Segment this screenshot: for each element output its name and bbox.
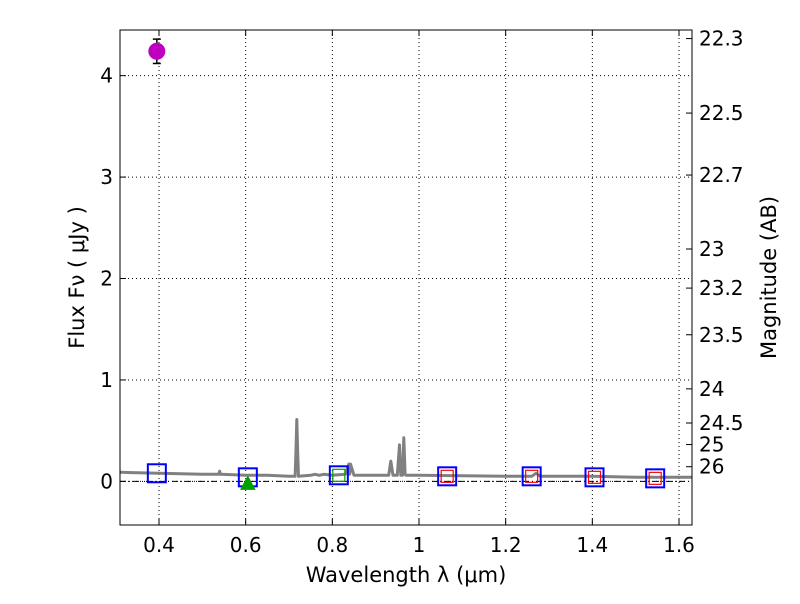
model-box-inner (525, 469, 539, 483)
mag-tick-label: 23 (699, 237, 724, 261)
x-tick-label: 1.2 (490, 533, 522, 557)
ticks-layer: 0.4 0.6 0.8 1 1.2 1.4 1.60123422.322.522.72323… (100, 27, 743, 557)
x-tick-label: 1.4 (576, 533, 608, 557)
model-box (584, 467, 605, 488)
model-boxes-layer (146, 463, 666, 489)
x-tick-label: 1 (413, 533, 426, 557)
model-box-inner (332, 468, 346, 482)
upper-limit-marker (239, 475, 256, 490)
model-box (437, 466, 458, 487)
y-tick-label: 2 (100, 267, 113, 291)
y-tick-label: 0 (100, 469, 113, 493)
mag-tick-label: 22.5 (699, 101, 744, 125)
y2-axis-title: Magnitude (AB) (757, 196, 781, 359)
y-tick-label: 1 (100, 368, 113, 392)
mag-tick-label: 22.7 (699, 163, 744, 187)
detection-marker (148, 42, 166, 60)
mag-tick-label: 26 (699, 455, 724, 479)
model-box-inner (587, 470, 602, 484)
x-tick-label: 0.6 (230, 533, 262, 557)
x-tick-label: 0.4 (143, 533, 175, 557)
mag-tick-label: 25 (699, 433, 724, 457)
x-axis-title: Wavelength λ (μm) (306, 563, 507, 587)
model-spectrum-line (119, 418, 692, 479)
y-axis-title: Flux Fν ( μJy ) (65, 206, 89, 349)
mag-tick-label: 22.3 (699, 27, 744, 51)
data-points-layer (148, 38, 256, 490)
y-tick-label: 4 (100, 64, 113, 88)
model-box-inner (440, 469, 454, 483)
plot-frame (119, 29, 693, 526)
model-spectrum-layer (119, 418, 692, 479)
model-box (146, 463, 167, 484)
model-box-inner (648, 471, 662, 485)
x-tick-label: 0.8 (316, 533, 348, 557)
model-box (645, 468, 666, 489)
grid (120, 30, 692, 525)
x-tick-label: 1.6 (663, 533, 695, 557)
mag-tick-label: 24.5 (699, 411, 744, 435)
model-box (328, 465, 349, 486)
mag-tick-label: 23.2 (699, 276, 744, 300)
y-tick-label: 3 (100, 165, 113, 189)
mag-tick-label: 23.5 (699, 323, 744, 347)
model-box (521, 466, 542, 487)
mag-tick-label: 24 (699, 377, 724, 401)
